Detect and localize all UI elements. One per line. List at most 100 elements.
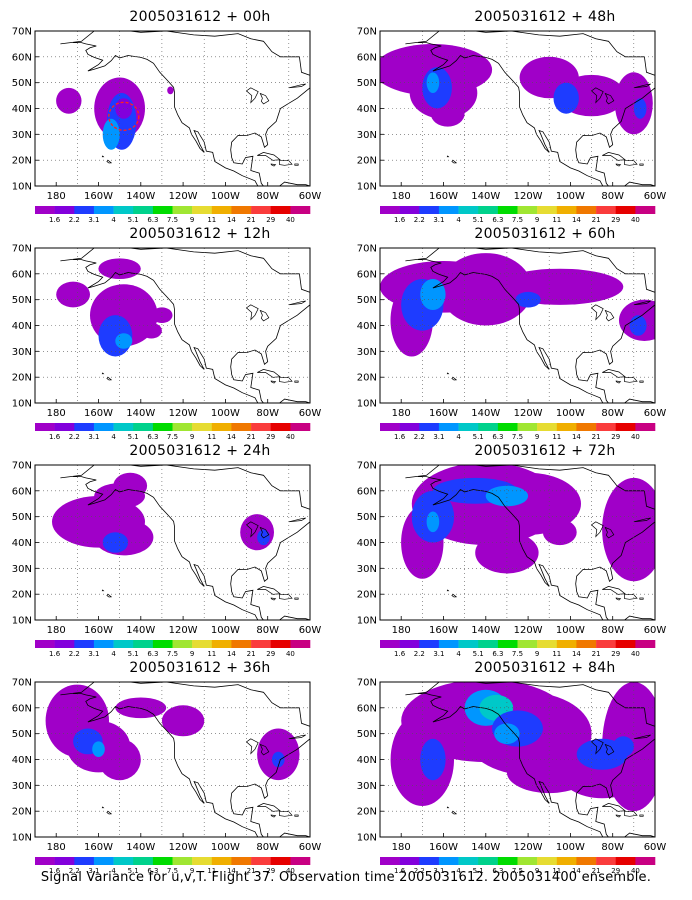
colorbar-label: 29 — [266, 216, 275, 224]
lon-tick-label: 100W — [211, 191, 240, 202]
forecast-panel-12h: 2005031612 + 12h 10N 20N 30N 40N 50N 60N 70N 18… — [12, 225, 365, 441]
coastline — [270, 814, 277, 818]
colorbar-label: 7.5 — [167, 433, 178, 441]
colorbar-label: 9 — [535, 216, 539, 224]
colorbar-label: 1.6 — [49, 216, 61, 224]
lat-tick-label: 70N — [12, 27, 32, 38]
colorbar-swatch — [635, 423, 656, 431]
lat-tick-label: 40N — [357, 321, 377, 332]
lat-tick-label: 30N — [12, 347, 32, 358]
coastline — [602, 803, 626, 812]
forecast-map: 10N 20N 30N 40N 50N 60N 70N 180 160W 140W 120W 100W… — [357, 678, 667, 876]
coastline — [245, 87, 259, 104]
lat-tick-label: 20N — [12, 373, 32, 384]
colorbar-label: 3.1 — [88, 216, 99, 224]
colorbar-label: 1.6 — [49, 433, 61, 441]
colorbar-label: 9 — [535, 867, 539, 875]
coastline — [590, 738, 604, 755]
colorbar-label: 29 — [266, 867, 275, 875]
lon-tick-label: 100W — [211, 842, 240, 853]
signal-variance-field — [426, 511, 440, 533]
lon-tick-label: 180 — [392, 625, 411, 636]
lon-tick-label: 120W — [169, 625, 198, 636]
colorbar-label: 6.3 — [147, 867, 158, 875]
colorbar-swatch — [290, 640, 311, 648]
signal-variance-field — [115, 333, 133, 349]
colorbar-swatch — [399, 423, 420, 431]
signal-variance-field — [115, 697, 167, 719]
colorbar-label: 2.2 — [414, 433, 425, 441]
colorbar-swatch — [556, 640, 577, 648]
colorbar-label: 4 — [456, 433, 461, 441]
coastline — [270, 597, 277, 601]
colorbar-label: 29 — [611, 216, 620, 224]
coastline — [259, 92, 270, 105]
colorbar-swatch — [517, 423, 538, 431]
colorbar-swatch — [74, 423, 95, 431]
colorbar-swatch — [458, 423, 479, 431]
colorbar-swatch — [517, 640, 538, 648]
coastline — [446, 155, 450, 158]
colorbar-label: 9 — [190, 867, 194, 875]
colorbar-swatch — [380, 206, 400, 214]
coastline — [60, 682, 310, 837]
colorbar-swatch — [537, 640, 557, 648]
colorbar-swatch — [251, 423, 271, 431]
colorbar-label: 7.5 — [167, 867, 178, 875]
lat-tick-label: 20N — [12, 807, 32, 818]
lat-tick-label: 50N — [357, 512, 377, 523]
coastline — [278, 377, 293, 383]
coastline — [245, 738, 259, 755]
lat-tick-label: 60N — [357, 703, 377, 714]
colorbar-label: 1.6 — [394, 650, 406, 658]
colorbar-label: 3.1 — [433, 433, 444, 441]
colorbar-swatch — [556, 857, 577, 865]
lon-tick-label: 120W — [169, 842, 198, 853]
colorbar-label: 3.1 — [88, 650, 99, 658]
colorbar-swatch — [635, 640, 656, 648]
colorbar-swatch — [290, 206, 311, 214]
coastline — [451, 159, 458, 164]
lat-tick-label: 60N — [12, 703, 32, 714]
colorbar-swatch — [438, 857, 459, 865]
colorbar-label: 7.5 — [512, 216, 523, 224]
colorbar-label: 4 — [456, 650, 461, 658]
colorbar-swatch — [172, 423, 193, 431]
colorbar-label: 40 — [631, 650, 640, 658]
colorbar-swatch — [497, 206, 518, 214]
colorbar-swatch — [133, 206, 154, 214]
lat-tick-label: 40N — [12, 538, 32, 549]
lon-tick-label: 100W — [556, 625, 585, 636]
colorbar-label: 11 — [207, 216, 216, 224]
lon-tick-label: 140W — [126, 625, 155, 636]
colorbar-label: 1.6 — [394, 433, 406, 441]
colorbar-label: 40 — [286, 867, 295, 875]
lon-tick-label: 160W — [429, 191, 458, 202]
coastline — [615, 163, 622, 167]
coastline — [278, 811, 293, 817]
map-frame — [35, 248, 310, 403]
colorbar-label: 14 — [227, 650, 236, 658]
lon-tick-label: 140W — [471, 625, 500, 636]
colorbar-label: 21 — [592, 433, 601, 441]
coastline — [623, 160, 638, 166]
signal-variance-field — [542, 519, 577, 546]
lon-tick-label: 140W — [471, 842, 500, 853]
colorbar-label: 1.6 — [394, 216, 406, 224]
lon-tick-label: 160W — [84, 625, 113, 636]
figure-caption: Signal Variance for u,v,T. Flight 37. Ob… — [40, 870, 652, 885]
lat-tick-label: 30N — [357, 564, 377, 575]
lon-tick-label: 180 — [392, 408, 411, 419]
coastline — [259, 309, 270, 322]
lat-tick-label: 40N — [12, 321, 32, 332]
lat-tick-label: 10N — [357, 833, 377, 844]
lat-tick-label: 70N — [357, 27, 377, 38]
colorbar-swatch — [615, 423, 636, 431]
colorbar-swatch — [54, 640, 75, 648]
lat-tick-label: 20N — [357, 807, 377, 818]
colorbar-label: 9 — [190, 650, 194, 658]
colorbar-swatch — [231, 206, 252, 214]
lon-tick-label: 120W — [169, 191, 198, 202]
colorbar-label: 6.3 — [492, 216, 503, 224]
colorbar-label: 29 — [611, 433, 620, 441]
